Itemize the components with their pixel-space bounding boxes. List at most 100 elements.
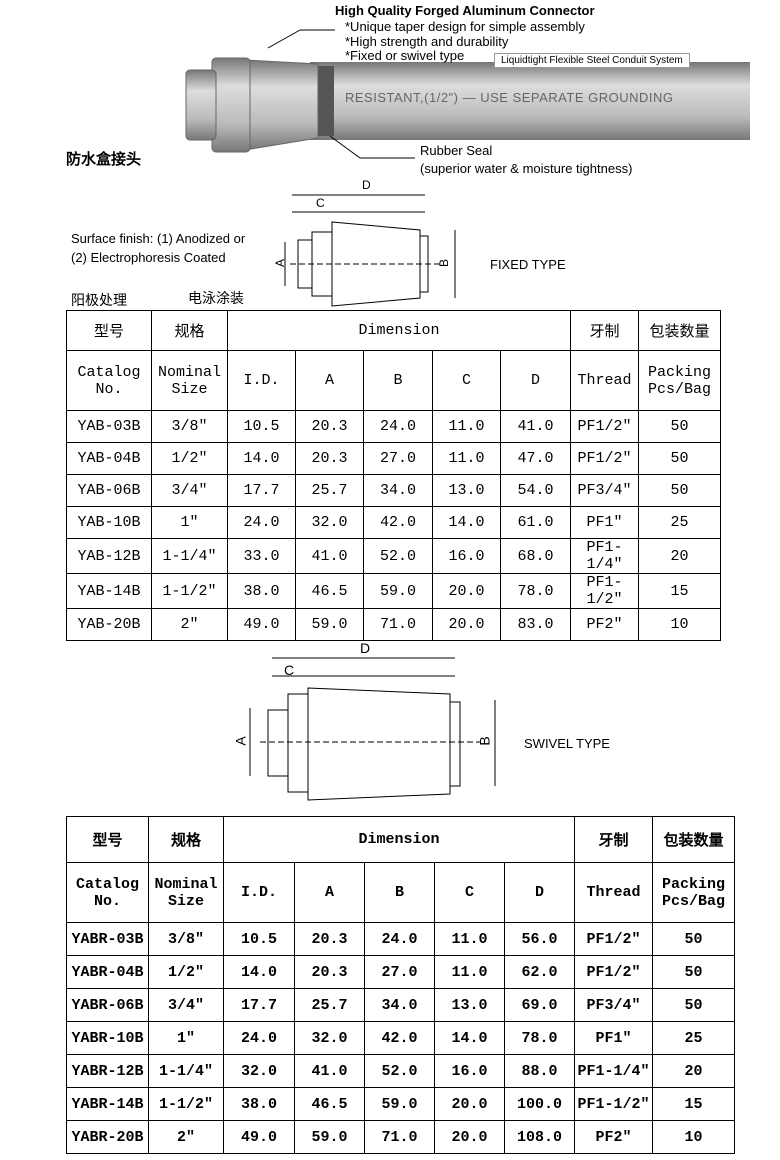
table-cell: 71.0: [364, 1120, 435, 1154]
table-cell: 11.0: [432, 410, 501, 443]
finish-line: Surface finish: (1) Anodized or: [71, 231, 246, 246]
table-row: YABR-03B 3/8″ 10.5 20.3 24.0 11.0 56.0 PF1/2″ 50: [66, 922, 736, 956]
table-cell: PF3/4″: [574, 988, 654, 1022]
table-cell: 50: [638, 410, 722, 443]
caption: FIXED TYPE: [490, 257, 566, 272]
table-cell: 14.0: [434, 1021, 505, 1055]
table-cell: PF1″: [570, 506, 640, 539]
column-header: Nominal Size: [151, 350, 228, 411]
table-cell: PF3/4″: [570, 474, 640, 507]
spec-table: 型号 规格 Dimension 牙制 包装数量 Catalog No. Nominal Si…: [66, 816, 736, 1154]
table-cell: 32.0: [223, 1054, 295, 1088]
finish-cn: 电泳涂装: [188, 290, 244, 306]
table-row: YABR-14B 1-1/2″ 38.0 46.5 59.0 20.0 100.0 PF1-1…: [66, 1087, 736, 1121]
table-cell: 11.0: [434, 955, 505, 989]
table-cell: YAB-12B: [66, 538, 152, 574]
table-cell: 1-1/4″: [148, 1054, 224, 1088]
finish-line: (2) Electrophoresis Coated: [71, 250, 226, 265]
table-cell: PF1″: [574, 1021, 654, 1055]
table-cell: 59.0: [364, 1087, 435, 1121]
caption: SWIVEL TYPE: [524, 736, 610, 751]
table-cell: 25.7: [294, 988, 365, 1022]
table-cell: 25.7: [295, 474, 364, 507]
feature: *High strength and durability: [345, 34, 509, 49]
column-header: B: [364, 862, 435, 923]
table-cell: YAB-20B: [66, 608, 152, 641]
table-cell: 3/4″: [151, 474, 228, 507]
table-cell: 3/4″: [148, 988, 224, 1022]
finish-cn: 阳极处理: [71, 292, 127, 308]
column-header: B: [363, 350, 433, 411]
column-header: C: [434, 862, 505, 923]
table-cell: 10: [652, 1120, 736, 1154]
table-cell: 42.0: [364, 1021, 435, 1055]
group-header: Dimension: [222, 816, 576, 863]
group-header: 规格: [148, 816, 224, 863]
table-cell: 27.0: [363, 442, 433, 475]
column-header: D: [499, 350, 572, 411]
table-cell: 42.0: [363, 506, 433, 539]
group-header: 型号: [66, 310, 152, 351]
illustrations: [185, 29, 750, 801]
table-row: 型号 规格 Dimension 牙制 包装数量: [66, 310, 722, 351]
table-cell: PF1-1/4″: [570, 538, 640, 574]
table-cell: 20.0: [434, 1087, 505, 1121]
column-header: Catalog No.: [66, 350, 152, 411]
table-cell: 71.0: [363, 608, 433, 641]
feature: *Unique taper design for simple assembly: [345, 19, 585, 34]
table-cell: 1/2″: [151, 442, 228, 475]
table-cell: 24.0: [223, 1021, 295, 1055]
table-cell: 20.0: [434, 1120, 505, 1154]
table-cell: 15: [638, 573, 722, 609]
table-cell: 2″: [148, 1120, 224, 1154]
table-cell: 33.0: [227, 538, 296, 574]
table-cell: 17.7: [227, 474, 296, 507]
table-cell: PF2″: [570, 608, 640, 641]
table-row: Catalog No. Nominal Size I.D. A B C D Thread Pac…: [66, 862, 736, 923]
dim-label: B: [437, 258, 452, 268]
table-cell: 24.0: [227, 506, 296, 539]
feature: *Fixed or swivel type: [345, 48, 465, 63]
table-cell: 69.0: [503, 988, 576, 1022]
table-row: 型号 规格 Dimension 牙制 包装数量: [66, 816, 736, 863]
table-row: YAB-03B 3/8″ 10.5 20.3 24.0 11.0 41.0 PF1/2″ 50: [66, 410, 722, 443]
table-cell: 46.5: [295, 573, 364, 609]
swivel-drawing: [249, 657, 496, 801]
table-cell: 61.0: [499, 506, 572, 539]
table-row: YABR-04B 1/2″ 14.0 20.3 27.0 11.0 62.0 PF1/2″ 50: [66, 955, 736, 989]
table-cell: 27.0: [364, 955, 435, 989]
table-cell: 13.0: [434, 988, 505, 1022]
group-header: 包装数量: [652, 816, 736, 863]
table-cell: 46.5: [294, 1087, 365, 1121]
table-cell: 13.0: [432, 474, 501, 507]
table-cell: 11.0: [432, 442, 501, 475]
table-cell: 49.0: [227, 608, 296, 641]
table-cell: 20.3: [295, 410, 364, 443]
table-cell: 25: [652, 1021, 736, 1055]
table-cell: 50: [638, 442, 722, 475]
group-header: Dimension: [226, 310, 572, 351]
table-row: YABR-10B 1″ 24.0 32.0 42.0 14.0 78.0 PF1″ 25: [66, 1021, 736, 1055]
table-row: YABR-20B 2″ 49.0 59.0 71.0 20.0 108.0 PF2″ 10: [66, 1120, 736, 1154]
table-cell: 20.3: [294, 922, 365, 956]
column-header: Packing Pcs/Bag: [652, 862, 736, 923]
table-row: YAB-14B 1-1/2″ 38.0 46.5 59.0 20.0 78.0 PF1-1/2…: [66, 573, 722, 609]
table-cell: PF1-1/2″: [574, 1087, 654, 1121]
dim-label: D: [362, 178, 371, 192]
table-row: YABR-06B 3/4″ 17.7 25.7 34.0 13.0 69.0 PF3/4″ 50: [66, 988, 736, 1022]
dim-label: B: [476, 736, 493, 746]
table-cell: 14.0: [432, 506, 501, 539]
table-cell: 34.0: [364, 988, 435, 1022]
group-header: 型号: [66, 816, 149, 863]
column-header: Nominal Size: [148, 862, 224, 923]
table-cell: YABR-12B: [66, 1054, 149, 1088]
table-cell: 38.0: [223, 1087, 295, 1121]
table-cell: 41.0: [295, 538, 364, 574]
table-cell: 54.0: [499, 474, 572, 507]
column-header: Thread: [570, 350, 640, 411]
table-cell: PF1/2″: [574, 955, 654, 989]
dim-label: C: [316, 196, 325, 210]
table-cell: YABR-10B: [66, 1021, 149, 1055]
group-header: 规格: [151, 310, 228, 351]
table-row: YAB-10B 1″ 24.0 32.0 42.0 14.0 61.0 PF1″ 25: [66, 506, 722, 539]
